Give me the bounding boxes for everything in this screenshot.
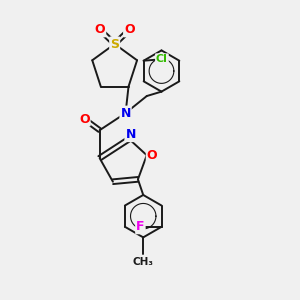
Text: Cl: Cl <box>156 54 168 64</box>
Text: O: O <box>94 23 105 36</box>
Text: N: N <box>120 106 131 120</box>
Text: O: O <box>124 23 135 36</box>
Text: O: O <box>147 149 158 162</box>
Text: N: N <box>125 128 136 141</box>
Text: CH₃: CH₃ <box>133 256 154 266</box>
Text: S: S <box>110 38 119 50</box>
Text: F: F <box>136 220 145 233</box>
Text: O: O <box>79 112 90 125</box>
